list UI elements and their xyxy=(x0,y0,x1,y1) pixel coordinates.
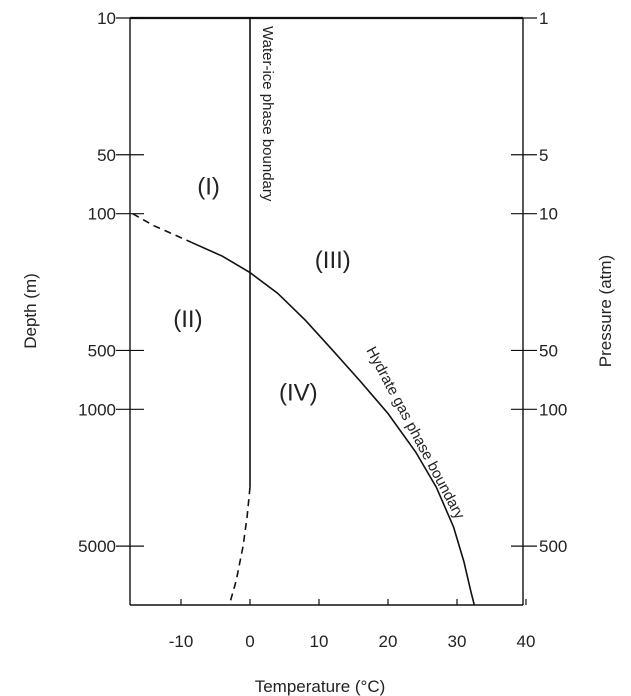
region-label: (IV) xyxy=(279,379,318,406)
series-layer xyxy=(132,18,476,606)
axes: -10 0 10 20 30 40 10 50 100 500 1000 5000 1 5 10 50 100 5… xyxy=(21,9,615,696)
labels-layer: (I) (II) (III) (IV) Water-ice phase boundary… xyxy=(173,26,468,522)
pressure-tick-label: 1 xyxy=(539,9,548,28)
depth-tick-label: 100 xyxy=(88,205,116,224)
region-label: (I) xyxy=(197,174,220,201)
x-tick-label: 20 xyxy=(379,632,398,651)
depth-tick-label: 10 xyxy=(97,9,116,28)
hydrate-boundary-solid-line xyxy=(190,241,476,606)
right-axis-title: Pressure (atm) xyxy=(596,255,615,367)
pressure-tick-label: 100 xyxy=(539,400,567,419)
depth-tick-label: 1000 xyxy=(78,400,116,419)
region-label: (III) xyxy=(315,247,351,274)
water-ice-boundary-label: Water-ice phase boundary xyxy=(259,26,276,202)
pressure-tick-label: 50 xyxy=(539,341,558,360)
region-label: (II) xyxy=(173,306,202,333)
x-tick-label: 30 xyxy=(448,632,467,651)
x-tick-label: 40 xyxy=(517,632,536,651)
hydrate-boundary-dashed-line xyxy=(132,213,192,244)
depth-tick-label: 5000 xyxy=(78,537,116,556)
pressure-tick-label: 500 xyxy=(539,537,567,556)
hydrate-boundary-label: Hydrate gas phase boundary xyxy=(362,344,468,523)
pressure-tick-label: 10 xyxy=(539,205,558,224)
depth-tick-label: 50 xyxy=(97,146,116,165)
left-axis-title: Depth (m) xyxy=(21,273,40,349)
pressure-tick-label: 5 xyxy=(539,146,548,165)
x-tick-label: 0 xyxy=(245,632,254,651)
water-ice-boundary-dashed-line xyxy=(228,487,251,606)
depth-tick-label: 500 xyxy=(88,341,116,360)
x-tick-label: -10 xyxy=(169,632,194,651)
x-tick-label: 10 xyxy=(310,632,329,651)
x-axis-title: Temperature (°C) xyxy=(255,677,386,696)
